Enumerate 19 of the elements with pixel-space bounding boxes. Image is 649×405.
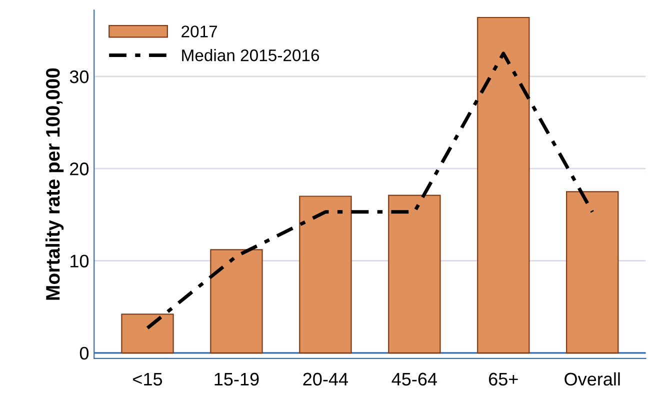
bar (477, 16, 530, 354)
bar (121, 314, 174, 354)
legend-label: Median 2015-2016 (182, 48, 320, 62)
bar (299, 196, 352, 354)
bar (566, 191, 619, 354)
y-tick-label: 20 (70, 162, 89, 176)
y-tick-label: 0 (80, 346, 89, 360)
legend-label: 2017 (182, 26, 218, 38)
y-tick-label: 10 (70, 254, 89, 268)
x-tick-label: Overall (564, 372, 620, 386)
x-tick-label: 20-44 (303, 372, 348, 386)
y-axis-title: Mortality rate per 100,000 (45, 68, 64, 300)
x-tick-label: 65+ (488, 372, 518, 386)
bar (210, 249, 263, 354)
x-tick-label: <15 (133, 372, 162, 386)
y-tick-label: 30 (70, 70, 89, 84)
x-tick-label: 15-19 (214, 372, 259, 386)
bar (388, 194, 441, 354)
x-tick-label: 45-64 (392, 372, 437, 386)
